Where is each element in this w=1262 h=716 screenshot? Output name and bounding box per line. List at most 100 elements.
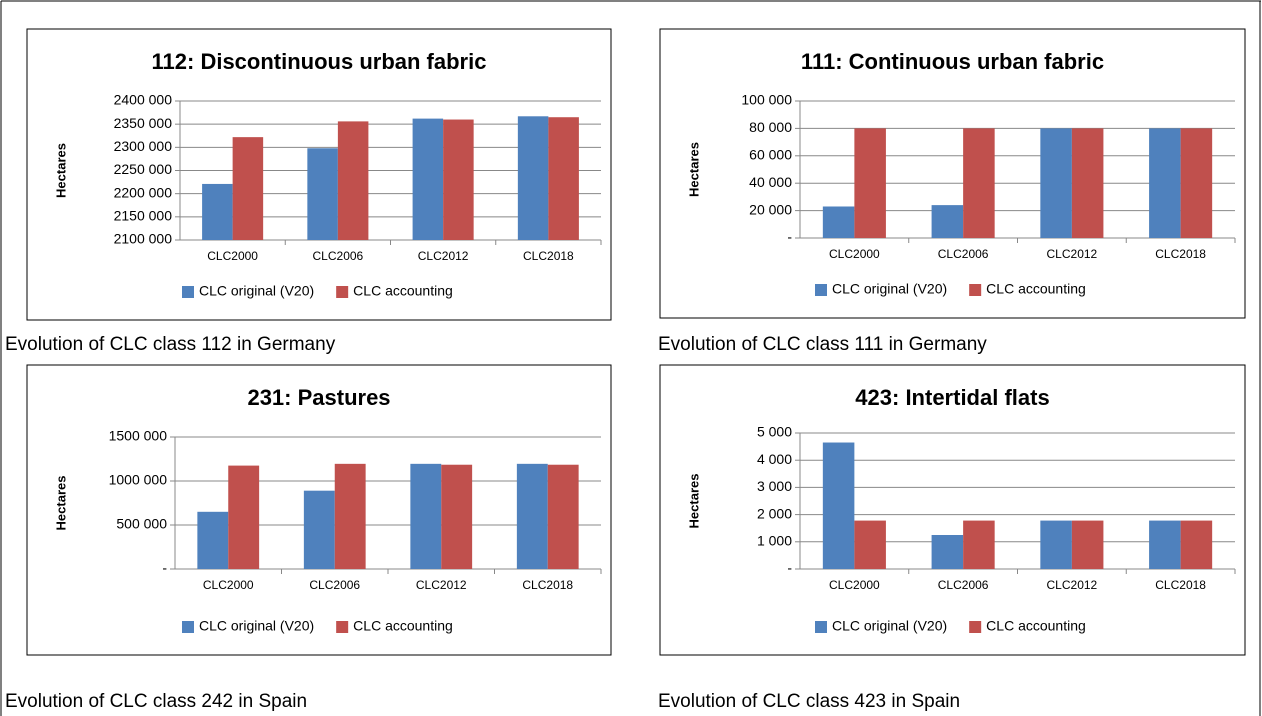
x-tick-label: CLC2018 — [523, 249, 574, 263]
bar — [854, 520, 886, 569]
legend-label: CLC original (V20) — [199, 283, 314, 299]
x-tick-label: CLC2006 — [938, 578, 989, 592]
y-tick-label: 3 000 — [757, 478, 792, 494]
x-tick-label: CLC2000 — [829, 578, 880, 592]
legend-label: CLC accounting — [353, 618, 453, 634]
chart-title: 111: Continuous urban fabric — [801, 49, 1104, 74]
y-axis-label: Hectares — [53, 143, 68, 198]
y-tick-label: 2400 000 — [114, 92, 173, 108]
legend-label: CLC accounting — [986, 281, 1086, 297]
x-tick-label: CLC2012 — [416, 578, 467, 592]
legend-swatch — [815, 284, 827, 296]
bar — [548, 117, 579, 240]
legend-label: CLC original (V20) — [832, 618, 947, 634]
y-tick-label: 80 000 — [749, 119, 792, 135]
bar — [412, 118, 444, 240]
caption: Evolution of CLC class 112 in Germany — [5, 334, 336, 355]
y-tick-label: 1500 000 — [109, 428, 168, 444]
bar — [854, 128, 886, 238]
y-tick-label: 2300 000 — [114, 138, 173, 154]
bar — [228, 465, 260, 569]
bar — [1040, 520, 1072, 569]
bar — [307, 148, 338, 240]
bar — [822, 442, 855, 569]
y-axis-label: Hectares — [686, 474, 701, 529]
x-tick-label: CLC2012 — [418, 249, 469, 263]
legend-swatch — [336, 621, 349, 633]
y-axis-label: Hectares — [686, 142, 701, 197]
legend-label: CLC accounting — [353, 283, 453, 299]
y-tick-label: 2 000 — [757, 505, 792, 521]
bar — [202, 183, 233, 240]
x-tick-label: CLC2000 — [829, 247, 880, 261]
x-tick-label: CLC2000 — [207, 249, 258, 263]
y-tick-label: 2200 000 — [114, 184, 173, 200]
legend-swatch — [815, 621, 827, 633]
y-tick-label: 4 000 — [757, 451, 792, 467]
x-tick-label: CLC2000 — [203, 578, 254, 592]
bar — [1180, 520, 1213, 569]
legend-swatch — [336, 286, 349, 298]
bar — [1071, 128, 1104, 238]
y-tick-label: 1 000 — [757, 533, 792, 549]
legend-swatch — [182, 621, 194, 633]
y-tick-label: 1000 000 — [109, 472, 168, 488]
bar — [334, 463, 366, 569]
x-tick-label: CLC2018 — [1155, 578, 1206, 592]
y-tick-label: 2350 000 — [114, 115, 173, 131]
y-tick-label: 500 000 — [116, 516, 167, 532]
x-tick-label: CLC2006 — [309, 578, 360, 592]
y-tick-label: 2150 000 — [114, 208, 173, 224]
y-tick-label: 2100 000 — [114, 231, 173, 247]
bar — [303, 490, 335, 569]
y-tick-label: - — [787, 229, 792, 245]
y-tick-label: 40 000 — [749, 174, 792, 190]
caption: Evolution of CLC class 111 in Germany — [658, 334, 987, 355]
bar — [1040, 128, 1072, 238]
bar — [410, 463, 442, 569]
chart-title: 231: Pastures — [247, 385, 390, 410]
chart-title: 423: Intertidal flats — [855, 385, 1049, 410]
bar — [516, 463, 548, 569]
bar — [547, 464, 579, 569]
bar — [441, 464, 473, 569]
legend-swatch — [182, 286, 194, 298]
bar — [197, 511, 229, 569]
bar — [1149, 520, 1181, 569]
legend-label: CLC original (V20) — [199, 618, 314, 634]
bar — [1149, 128, 1181, 238]
chart-title: 112: Discontinuous urban fabric — [152, 49, 487, 74]
y-tick-label: - — [787, 560, 792, 576]
y-tick-label: 5 000 — [757, 424, 792, 440]
bar — [931, 205, 964, 238]
y-tick-label: 20 000 — [749, 201, 792, 217]
bar — [963, 128, 995, 238]
bar — [232, 137, 264, 240]
legend-label: CLC accounting — [986, 618, 1086, 634]
caption: Evolution of CLC class 423 in Spain — [658, 691, 960, 712]
bar — [517, 116, 549, 240]
bar — [337, 121, 369, 240]
bar — [963, 520, 995, 569]
legend-label: CLC original (V20) — [832, 281, 947, 297]
y-tick-label: 100 000 — [741, 92, 792, 108]
x-tick-label: CLC2018 — [1155, 247, 1206, 261]
bar — [822, 206, 855, 238]
y-tick-label: - — [162, 560, 167, 576]
bar — [1071, 520, 1104, 569]
bar — [1180, 128, 1213, 238]
x-tick-label: CLC2006 — [938, 247, 989, 261]
x-tick-label: CLC2006 — [313, 249, 364, 263]
legend-swatch — [969, 621, 982, 633]
chart-frame — [659, 364, 1246, 656]
y-tick-label: 2250 000 — [114, 161, 173, 177]
legend-swatch — [969, 284, 982, 296]
chart-frame — [659, 28, 1246, 319]
y-axis-label: Hectares — [53, 476, 68, 531]
x-tick-label: CLC2012 — [1047, 578, 1098, 592]
y-tick-label: 60 000 — [749, 147, 792, 163]
bar — [443, 119, 474, 240]
bar — [931, 535, 964, 569]
x-tick-label: CLC2018 — [522, 578, 573, 592]
